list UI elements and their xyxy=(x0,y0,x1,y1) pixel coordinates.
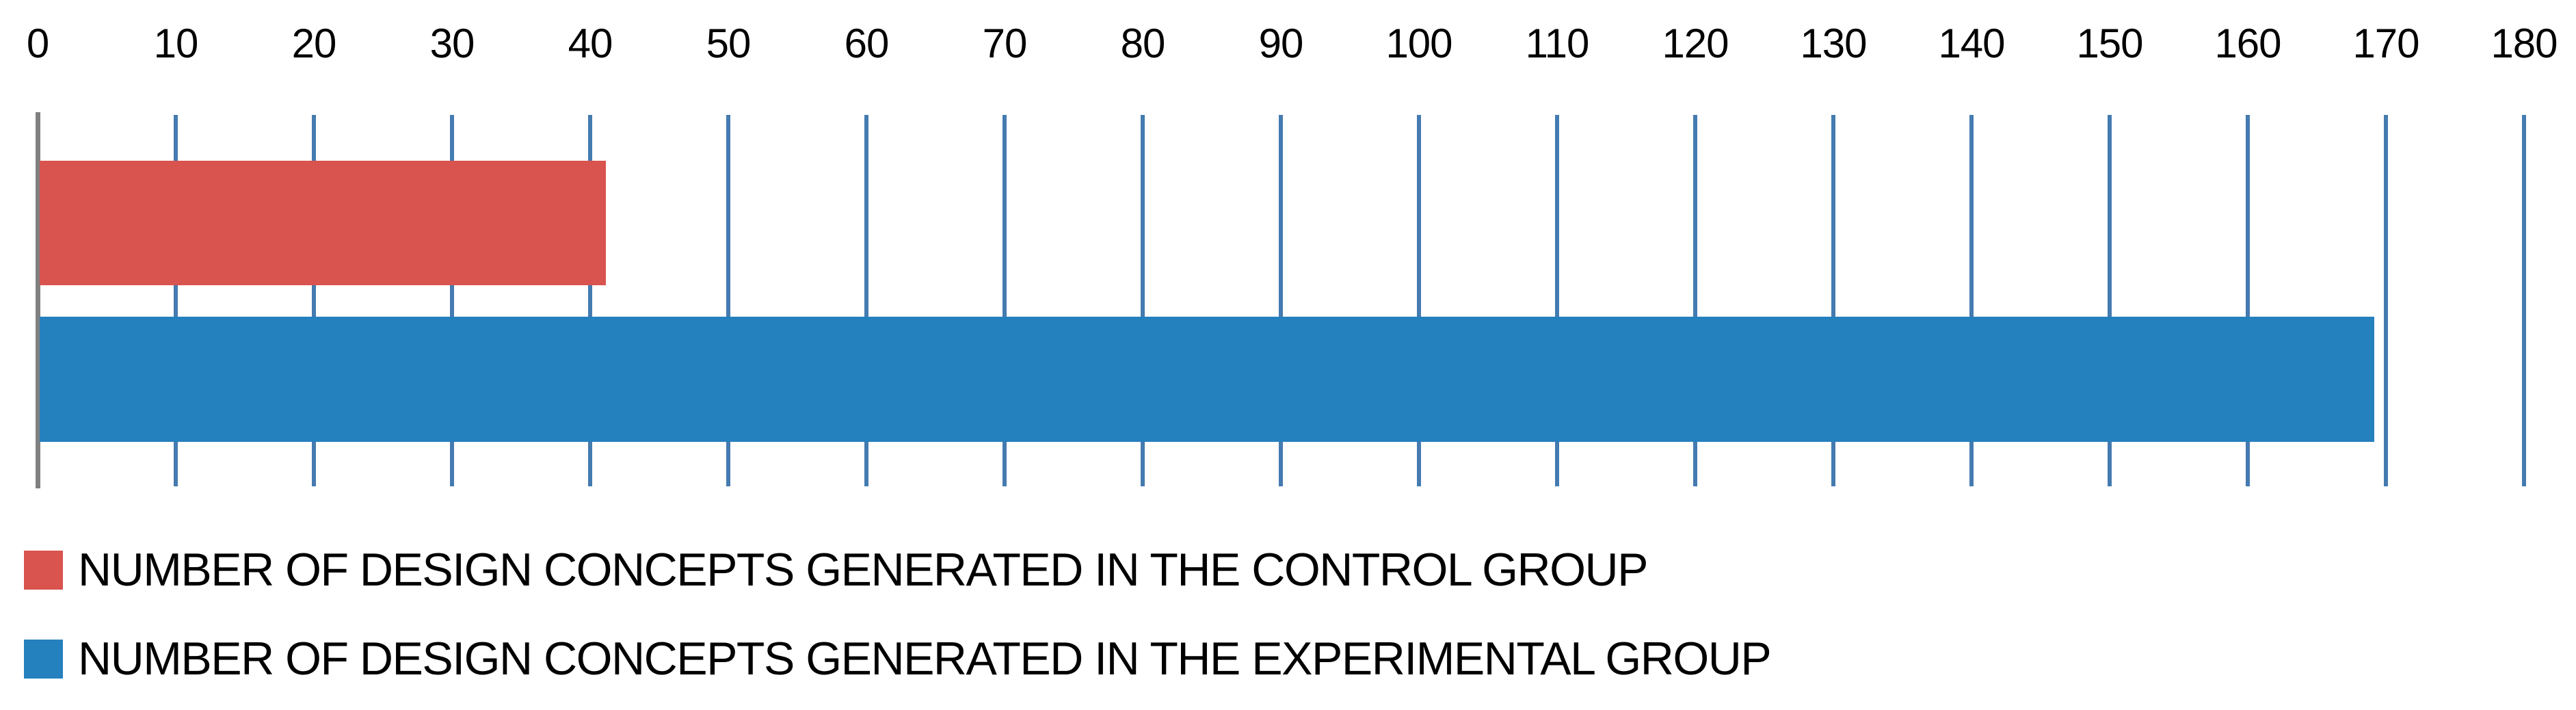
gridline xyxy=(450,115,454,486)
gridline xyxy=(1141,115,1145,486)
gridline xyxy=(1417,115,1421,486)
bar-experimental-group xyxy=(40,317,2374,442)
x-axis-tick-label: 90 xyxy=(1258,21,1304,66)
x-axis-tick-label: 110 xyxy=(1525,21,1590,66)
x-axis-tick-label: 10 xyxy=(153,21,199,66)
x-axis-tick-label: 50 xyxy=(706,21,752,66)
gridline xyxy=(2108,115,2112,486)
x-axis-tick-label: 100 xyxy=(1385,21,1452,66)
x-axis-tick-label: 30 xyxy=(429,21,475,66)
legend-label: NUMBER OF DESIGN CONCEPTS GENERATED IN T… xyxy=(78,633,1772,685)
gridline xyxy=(312,115,316,486)
x-axis-tick-label: 0 xyxy=(26,21,49,66)
x-axis-tick-label: 80 xyxy=(1120,21,1166,66)
bar-control-group xyxy=(40,161,606,285)
gridline xyxy=(2384,115,2388,486)
x-axis-tick-label: 180 xyxy=(2491,21,2558,66)
gridline xyxy=(2522,115,2526,486)
legend-swatch-control-group xyxy=(24,550,63,590)
x-axis-tick-label: 70 xyxy=(982,21,1028,66)
gridline xyxy=(1693,115,1697,486)
x-axis-tick-label: 140 xyxy=(1938,21,2005,66)
gridline xyxy=(1555,115,1559,486)
gridline xyxy=(864,115,868,486)
gridline xyxy=(1831,115,1835,486)
gridline xyxy=(1002,115,1007,486)
gridline xyxy=(1969,115,1974,486)
x-axis-tick-label: 60 xyxy=(844,21,890,66)
x-axis-tick-label: 160 xyxy=(2214,21,2281,66)
legend-swatch-experimental-group xyxy=(24,639,63,679)
gridline xyxy=(588,115,592,486)
x-axis-tick-label: 130 xyxy=(1800,21,1867,66)
legend-label: NUMBER OF DESIGN CONCEPTS GENERATED IN T… xyxy=(78,544,1648,596)
y-axis-line xyxy=(36,112,40,488)
legend-item: NUMBER OF DESIGN CONCEPTS GENERATED IN T… xyxy=(24,633,1772,685)
legend-item: NUMBER OF DESIGN CONCEPTS GENERATED IN T… xyxy=(24,544,1648,596)
x-axis-tick-label: 120 xyxy=(1662,21,1729,66)
gridline xyxy=(174,115,178,486)
gridline xyxy=(1279,115,1283,486)
gridline xyxy=(2246,115,2250,486)
x-axis-tick-label: 40 xyxy=(568,21,613,66)
x-axis-tick-label: 150 xyxy=(2076,21,2143,66)
x-axis-tick-label: 20 xyxy=(291,21,337,66)
gridline xyxy=(726,115,730,486)
x-axis-tick-label: 170 xyxy=(2352,21,2419,66)
